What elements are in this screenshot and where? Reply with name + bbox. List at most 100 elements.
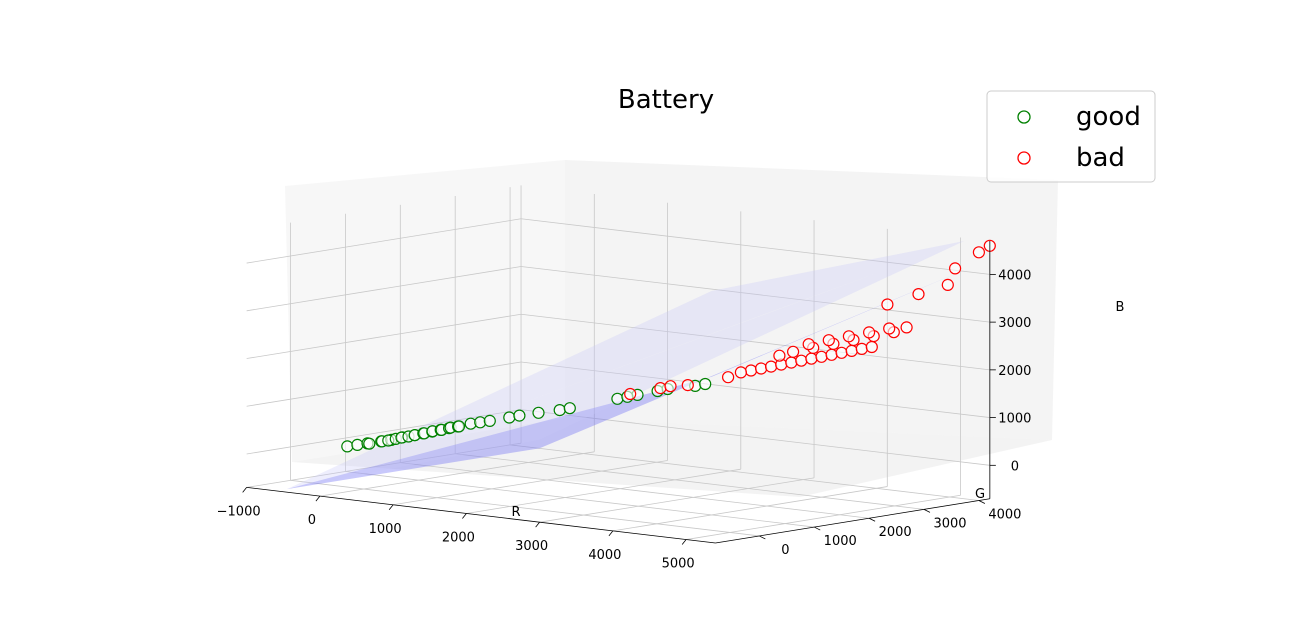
y-axis-line	[715, 498, 990, 544]
grid-line-z-side	[246, 361, 522, 407]
grid-line-y-floor	[510, 444, 979, 501]
z-tick-labels: 0 1000 2000 3000 4000	[998, 268, 1031, 474]
point-bad	[664, 380, 677, 393]
grid-line-z-side	[246, 313, 522, 359]
point-bad	[883, 322, 896, 335]
x-tick-mark	[242, 487, 247, 493]
y-axis-label: G	[975, 487, 985, 502]
x-tick-label: 3000	[515, 539, 548, 554]
x-tick-mark	[535, 521, 540, 528]
x-tick-label: 5000	[662, 557, 695, 572]
y-tick-mark	[759, 535, 766, 540]
grid-line-x-floor	[246, 442, 522, 488]
z-axis-label: B	[1116, 300, 1125, 315]
point-good	[563, 402, 576, 415]
point-bad	[881, 298, 894, 311]
y-tick-mark	[868, 517, 876, 522]
point-bad	[681, 379, 694, 392]
point-good	[611, 392, 624, 405]
point-bad	[744, 364, 758, 377]
z-tick-label: 4000	[998, 268, 1031, 283]
legend-label-good: good	[1076, 102, 1141, 132]
grid-line-y-floor	[290, 479, 760, 537]
grid-line-x-floor	[686, 494, 961, 540]
point-bad	[972, 246, 986, 259]
point-bad	[805, 352, 818, 365]
x-tick-labels: −1000 0 1000 2000 3000 4000 5000	[217, 504, 695, 571]
y-tick-label: 0	[781, 543, 789, 558]
point-bad	[654, 382, 667, 395]
legend: good bad	[986, 90, 1156, 183]
grid-line-y-floor	[345, 471, 815, 528]
floor-pane	[292, 418, 1052, 497]
x-tick-mark	[608, 530, 614, 537]
grid-line-z-side	[246, 409, 522, 455]
y-tick-mark	[814, 526, 821, 531]
grid-line-x-floor	[319, 451, 595, 497]
point-bad	[948, 262, 962, 275]
point-bad	[734, 366, 748, 379]
point-bad	[845, 344, 858, 357]
point-bad	[785, 356, 798, 369]
x-axis-line	[246, 487, 716, 544]
y-tick-label: 2000	[879, 525, 912, 540]
grid-line-z-back	[520, 361, 990, 418]
z-tick-label: 1000	[998, 412, 1031, 427]
axes-panes	[285, 160, 1058, 497]
point-good	[532, 406, 545, 419]
x-tick-mark	[315, 495, 321, 502]
point-bad	[795, 354, 808, 367]
legend-label-bad: bad	[1076, 143, 1125, 173]
series-bad	[624, 239, 996, 401]
y-tick-mark	[978, 500, 986, 504]
point-bad	[764, 360, 778, 373]
y-axis: 0 1000 2000 3000 4000 G	[781, 487, 1021, 558]
z-tick-label: 3000	[998, 316, 1031, 331]
point-good	[351, 438, 364, 451]
grid-line-z-back	[520, 409, 990, 466]
x-tick-mark	[681, 539, 687, 545]
x-tick-label: 4000	[588, 548, 621, 563]
grid-line-z-back	[520, 313, 990, 371]
y-tick-label: 3000	[933, 516, 966, 531]
x-tick-label: 2000	[442, 530, 475, 545]
point-bad	[835, 346, 848, 359]
point-bad	[754, 362, 768, 375]
x-tick-label: 0	[308, 513, 316, 528]
grid-line-z-back	[520, 218, 990, 275]
point-good	[553, 404, 566, 417]
grid-line-x-floor	[466, 468, 741, 514]
legend-marker-good	[1017, 110, 1031, 124]
point-good	[483, 414, 496, 427]
grid-line-z-back	[520, 266, 990, 323]
back-pane	[565, 160, 1058, 440]
point-good	[341, 440, 354, 453]
grid-line-y-floor	[455, 453, 925, 510]
point-bad	[624, 387, 637, 401]
point-good	[513, 409, 526, 422]
point-bad	[822, 334, 835, 347]
point-good	[363, 437, 376, 450]
x-axis-label: R	[511, 505, 520, 520]
chart-title: Battery	[618, 85, 714, 115]
grid-lines	[246, 185, 990, 540]
x-tick-label: −1000	[217, 504, 261, 519]
grid-line-x-floor	[393, 460, 668, 506]
x-axis: −1000 0 1000 2000 3000 4000 5000 R	[217, 504, 695, 571]
point-bad	[825, 348, 838, 361]
point-bad	[786, 345, 800, 358]
point-bad	[815, 350, 828, 363]
y-tick-labels: 0 1000 2000 3000 4000	[781, 507, 1021, 557]
grid-line-x-floor	[539, 477, 815, 523]
point-bad	[773, 349, 786, 362]
point-bad	[855, 342, 868, 355]
grid-line-x-floor	[612, 486, 888, 532]
point-bad	[842, 330, 856, 343]
y-tick-label: 4000	[988, 507, 1021, 522]
x-tick-label: 1000	[369, 522, 402, 537]
point-good	[452, 420, 466, 433]
x-tick-mark	[462, 513, 467, 519]
z-axis: 0 1000 2000 3000 4000 B	[998, 268, 1124, 474]
left-pane	[285, 160, 565, 462]
